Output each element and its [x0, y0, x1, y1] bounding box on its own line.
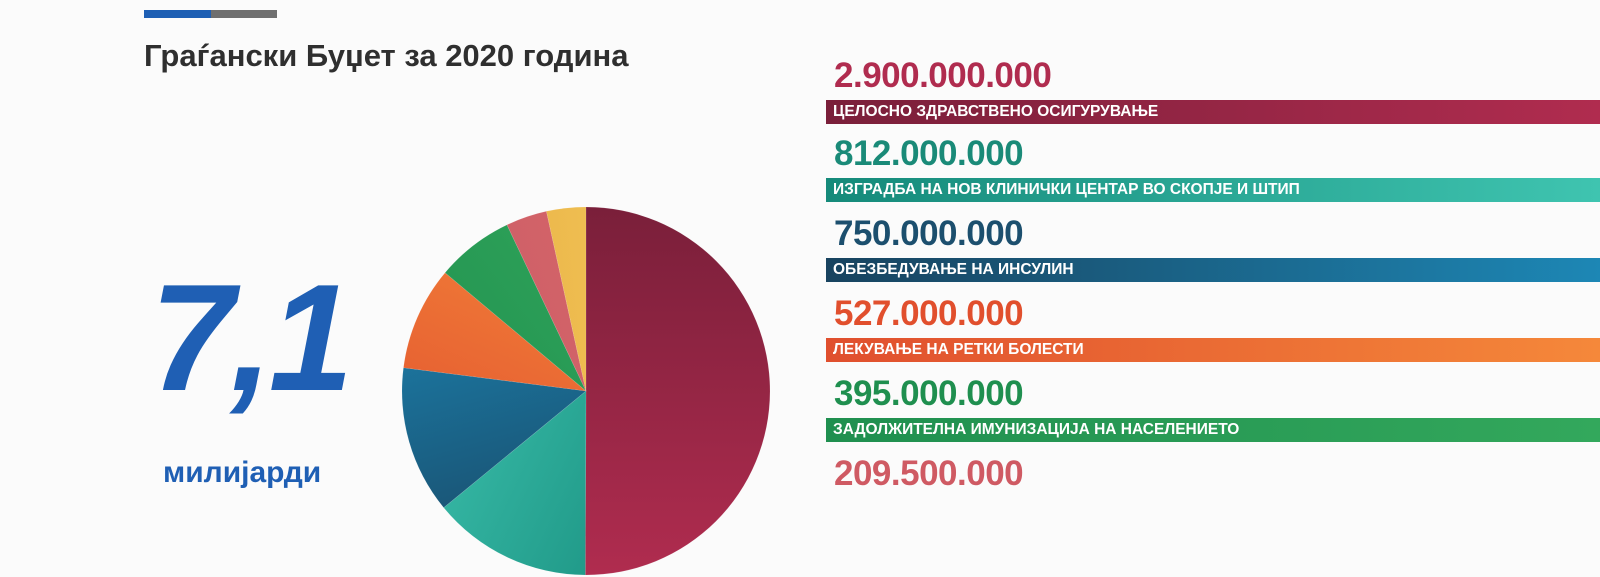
accent-bar-gray	[211, 10, 277, 18]
budget-item-amount: 2.900.000.000	[834, 56, 1052, 95]
header-accent-bar	[144, 10, 277, 18]
page-title: Граѓански Буџет за 2020 година	[144, 38, 629, 73]
budget-item-label: ЗАДОЛЖИТЕЛНА ИМУНИЗАЦИЈА НА НАСЕЛЕНИЕТО	[833, 421, 1240, 438]
budget-item-label: ЛЕКУВАЊЕ НА РЕТКИ БОЛЕСТИ	[833, 341, 1084, 358]
budget-item: 750.000.000 ОБЕЗБЕДУВАЊЕ НА ИНСУЛИН	[826, 214, 1600, 284]
budget-item-bar	[826, 100, 1600, 124]
budget-item: 395.000.000 ЗАДОЛЖИТЕЛНА ИМУНИЗАЦИЈА НА …	[826, 374, 1600, 444]
pie-slice	[444, 224, 587, 392]
budget-item-label: ОБЕЗБЕДУВАЊЕ НА ИНСУЛИН	[833, 261, 1074, 278]
budget-item-bar	[826, 338, 1600, 362]
budget-item-label: ЦЕЛОСНО ЗДРАВСТВЕНО ОСИГУРУВАЊЕ	[833, 103, 1159, 120]
budget-item-amount: 812.000.000	[834, 134, 1024, 173]
pie-slice	[546, 206, 587, 392]
budget-item-bar	[826, 178, 1600, 202]
total-budget-value: 7,1	[150, 253, 353, 423]
pie-slice	[401, 367, 587, 509]
budget-item: 527.000.000 ЛЕКУВАЊЕ НА РЕТКИ БОЛЕСТИ	[826, 294, 1600, 364]
pie-slice	[506, 210, 587, 392]
budget-item-amount: 395.000.000	[834, 374, 1024, 413]
budget-pie-chart	[401, 206, 771, 576]
budget-item: 812.000.000 ИЗГРАДБА НА НОВ КЛИНИЧКИ ЦЕН…	[826, 134, 1600, 204]
budget-item-bar	[826, 258, 1600, 282]
pie-slice	[403, 272, 587, 392]
total-budget-unit: милијарди	[163, 456, 322, 489]
budget-item-amount: 750.000.000	[834, 214, 1024, 253]
budget-item-amount: 527.000.000	[834, 294, 1024, 333]
budget-item: 2.900.000.000 ЦЕЛОСНО ЗДРАВСТВЕНО ОСИГУР…	[826, 56, 1600, 126]
budget-item-bar	[826, 418, 1600, 442]
accent-bar-blue	[144, 10, 211, 18]
pie-slice	[585, 206, 771, 576]
budget-item-label: ИЗГРАДБА НА НОВ КЛИНИЧКИ ЦЕНТАР ВО СКОПЈ…	[833, 181, 1300, 198]
budget-item: 209.500.000	[826, 454, 1600, 524]
budget-item-amount: 209.500.000	[834, 454, 1024, 493]
